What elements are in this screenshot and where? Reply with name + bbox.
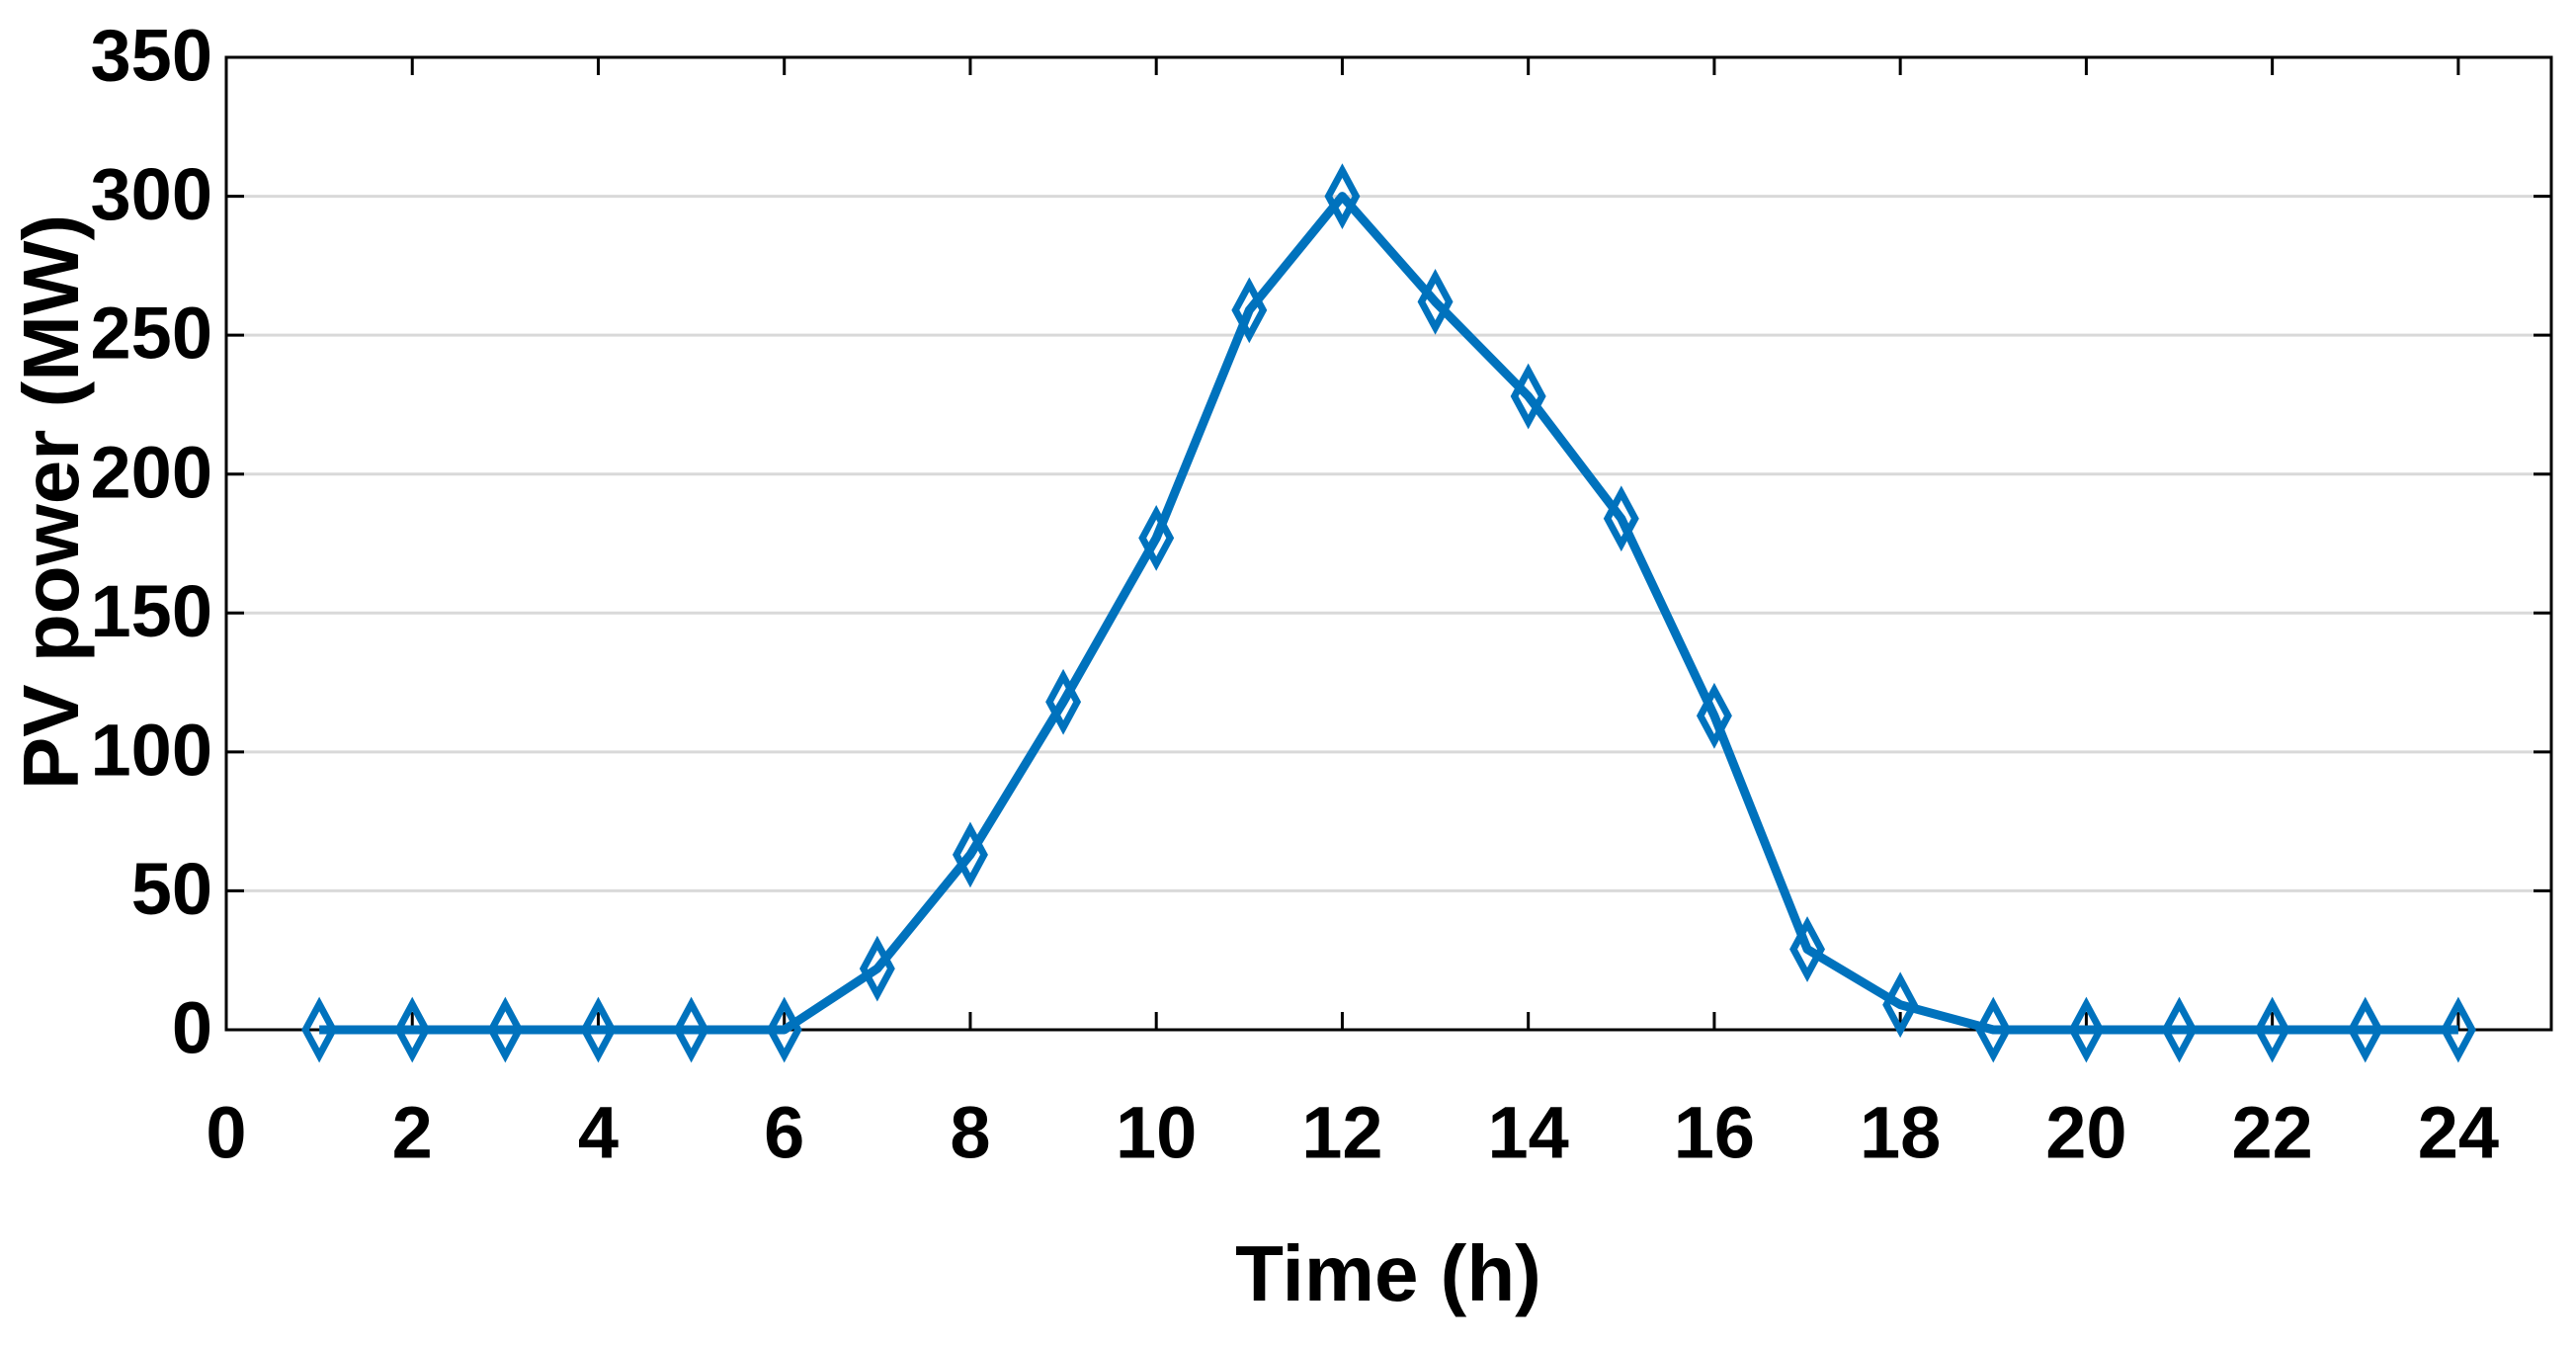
data-marker (487, 996, 524, 1063)
x-tick-label: 8 (950, 1092, 990, 1174)
plot-frame (224, 55, 2553, 1032)
data-marker (766, 996, 802, 1063)
data-marker (1417, 269, 1454, 335)
data-marker (2161, 996, 2198, 1063)
y-tick-label: 150 (91, 570, 212, 652)
x-axis-label: Time (h) (1235, 1229, 1541, 1317)
data-marker (673, 996, 709, 1063)
data-marker (1696, 682, 1732, 749)
x-tick-label: 4 (578, 1092, 619, 1174)
data-marker (2440, 996, 2476, 1063)
y-tick-label: 250 (91, 293, 212, 375)
x-tick-label: 22 (2231, 1092, 2312, 1174)
data-marker (394, 996, 431, 1063)
x-tick-label: 10 (1116, 1092, 1197, 1174)
data-marker (1510, 363, 1546, 430)
x-tick-label: 0 (206, 1092, 246, 1174)
x-tick-label: 16 (1674, 1092, 1755, 1174)
data-marker (301, 996, 338, 1063)
data-marker (2068, 996, 2105, 1063)
y-axis-label: PV power (MW) (7, 214, 95, 790)
x-tick-label: 20 (2045, 1092, 2126, 1174)
y-tick-label: 50 (131, 848, 212, 930)
data-marker (859, 935, 895, 1002)
y-tick-label: 300 (91, 153, 212, 235)
data-marker (1324, 163, 1361, 229)
data-marker (1882, 971, 1919, 1039)
data-marker (2254, 996, 2290, 1063)
data-marker (1138, 504, 1175, 571)
data-marker (1603, 485, 1639, 552)
y-tick-label: 350 (91, 15, 212, 97)
data-marker (1975, 996, 2012, 1063)
x-tick-label: 18 (1860, 1092, 1941, 1174)
y-tick-label: 200 (91, 431, 212, 513)
data-marker (1231, 277, 1268, 344)
data-marker (1789, 916, 1826, 982)
y-tick-label: 0 (172, 987, 212, 1069)
x-tick-label: 12 (1301, 1092, 1382, 1174)
x-tick-label: 14 (1488, 1092, 1569, 1174)
x-tick-label: 6 (764, 1092, 804, 1174)
x-tick-label: 2 (392, 1092, 433, 1174)
data-marker (2347, 996, 2383, 1063)
data-marker (1045, 668, 1082, 735)
x-tick-label: 24 (2418, 1092, 2499, 1174)
data-marker (580, 996, 617, 1063)
y-tick-label: 100 (91, 709, 212, 791)
data-marker (952, 821, 988, 888)
